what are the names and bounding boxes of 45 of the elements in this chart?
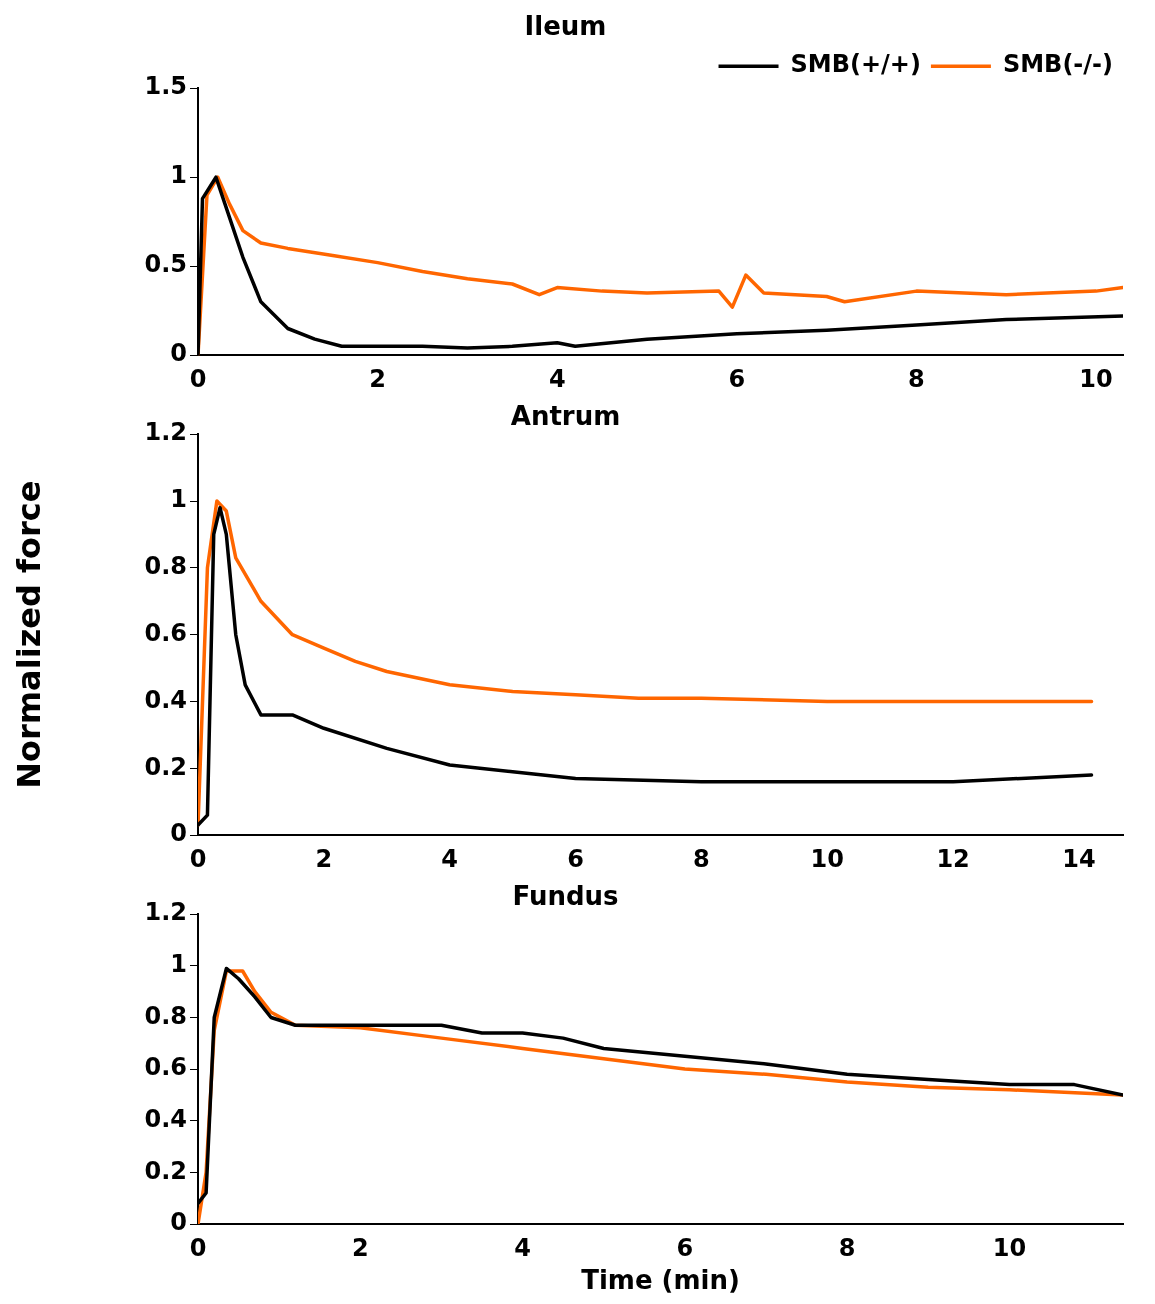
x-tick-label: 8 (908, 364, 925, 393)
y-tick-label: 0.6 (144, 1053, 187, 1082)
x-tick-label: 12 (936, 844, 970, 873)
x-tick-label: 0 (189, 844, 207, 873)
legend-label: SMB(-/-) (1002, 50, 1114, 79)
y-tick-label: 0.8 (144, 552, 187, 581)
x-tick-label: 4 (441, 844, 459, 873)
chart-title: Ileum (524, 11, 607, 42)
y-tick-label: 1.2 (144, 898, 187, 927)
legend-label: SMB(+/+) (790, 50, 921, 79)
x-axis-title: Time (min) (581, 1265, 740, 1296)
x-tick-label: 6 (567, 844, 584, 873)
y-tick-label: 1 (170, 161, 187, 190)
y-tick-label: 0.5 (144, 250, 187, 279)
y-tick-label: 0.4 (144, 685, 187, 714)
x-tick-label: 10 (1079, 364, 1113, 393)
x-tick-label: 2 (369, 364, 386, 393)
x-tick-label: 2 (315, 844, 333, 873)
x-tick-label: 6 (728, 364, 746, 393)
y-tick-label: 0.2 (144, 752, 187, 781)
x-tick-label: 8 (838, 1233, 856, 1262)
y-tick-label: 0.8 (144, 1001, 187, 1030)
y-tick-label: 1.5 (144, 72, 187, 101)
x-tick-label: 0 (189, 1233, 207, 1262)
x-tick-label: 4 (548, 364, 566, 393)
y-tick-label: 0 (170, 1208, 187, 1237)
y-axis-title: Normalized force (9, 480, 48, 789)
y-tick-label: 0 (170, 339, 187, 368)
y-tick-label: 0 (170, 819, 187, 848)
x-tick-label: 10 (810, 844, 844, 873)
y-tick-label: 1 (170, 485, 187, 514)
y-tick-label: 0.4 (144, 1104, 187, 1133)
y-tick-label: 0.2 (144, 1156, 187, 1185)
x-tick-label: 14 (1062, 844, 1096, 873)
x-tick-label: 0 (189, 364, 207, 393)
x-tick-label: 10 (992, 1233, 1027, 1262)
x-tick-label: 4 (514, 1233, 531, 1262)
y-tick-label: 1 (170, 950, 187, 979)
x-tick-label: 2 (351, 1233, 369, 1262)
x-tick-label: 6 (676, 1233, 694, 1262)
y-tick-label: 0.6 (144, 618, 187, 647)
chart-title: Fundus (512, 881, 619, 912)
y-tick-label: 1.2 (144, 418, 187, 447)
chart-title: Antrum (510, 401, 621, 432)
x-tick-label: 8 (693, 844, 710, 873)
